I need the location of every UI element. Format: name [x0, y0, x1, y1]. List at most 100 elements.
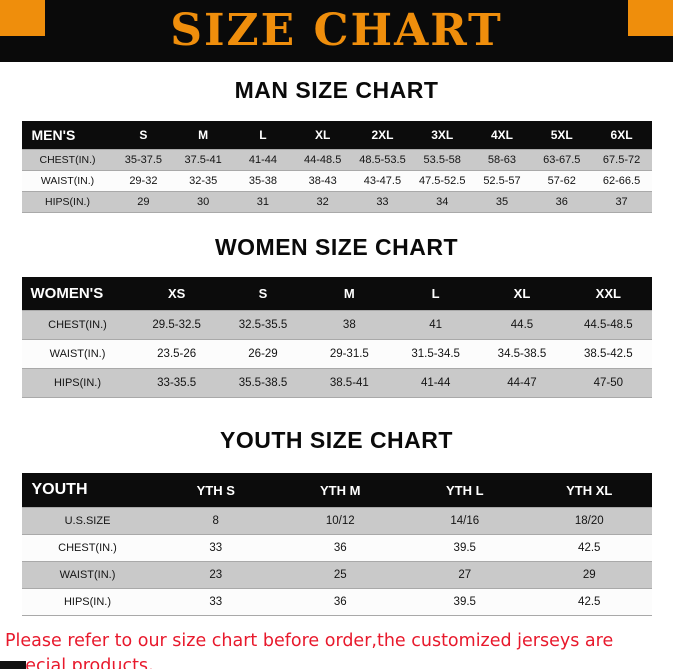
size-value: 14/16 [402, 507, 527, 535]
table-corner-header: MEN'S [21, 121, 114, 150]
size-column-header: 4XL [472, 121, 532, 150]
size-value: 44.5-48.5 [565, 310, 652, 340]
men-size-table: MEN'S S M L XL 2XL 3XL 4XL 5XL 6XL CHEST(IN.) 35-37… [21, 121, 652, 213]
table-row: HIPS(IN.) 29 30 31 32 33 34 35 36 37 [21, 191, 652, 213]
bottom-left-mark [0, 661, 26, 669]
measurement-row-label: WAIST(IN.) [21, 170, 114, 192]
table-corner-header: YOUTH [21, 473, 154, 508]
size-value: 39.5 [402, 588, 527, 616]
size-value: 38 [306, 310, 393, 340]
size-value: 26-29 [219, 339, 307, 369]
size-value: 33 [153, 588, 278, 616]
size-value: 44.5 [478, 310, 566, 340]
size-value: 33 [352, 191, 413, 213]
size-value: 33-35.5 [133, 368, 220, 398]
size-value: 41 [392, 310, 479, 340]
size-column-header: 6XL [591, 121, 652, 150]
size-value: 31.5-34.5 [392, 339, 479, 369]
size-value: 43-47.5 [352, 170, 413, 192]
size-value: 48.5-53.5 [352, 149, 413, 171]
size-column-header: YTH M [278, 473, 403, 508]
size-value: 34 [412, 191, 473, 213]
size-value: 35 [472, 191, 532, 213]
size-value: 18/20 [527, 507, 652, 535]
size-value: 57-62 [531, 170, 592, 192]
size-value: 38-43 [292, 170, 353, 192]
size-column-header: YTH S [153, 473, 278, 508]
size-value: 32-35 [173, 170, 234, 192]
size-value: 39.5 [402, 534, 527, 562]
table-row: HIPS(IN.) 33 36 39.5 42.5 [21, 588, 652, 616]
measurement-row-label: CHEST(IN.) [21, 310, 134, 340]
size-column-header: 3XL [412, 121, 473, 150]
size-value: 38.5-42.5 [565, 339, 652, 369]
size-value: 62-66.5 [591, 170, 652, 192]
size-column-header: M [306, 277, 393, 311]
table-row: CHEST(IN.) 35-37.5 37.5-41 41-44 44-48.5 48.5… [21, 149, 652, 171]
measurement-row-label: WAIST(IN.) [21, 561, 154, 589]
size-column-header: 2XL [352, 121, 413, 150]
size-value: 33 [153, 534, 278, 562]
title-banner: SIZE CHART [0, 0, 673, 62]
size-value: 32 [292, 191, 353, 213]
size-column-header: XS [133, 277, 220, 311]
size-value: 67.5-72 [591, 149, 652, 171]
size-value: 41-44 [392, 368, 479, 398]
size-value: 34.5-38.5 [478, 339, 566, 369]
measurement-row-label: HIPS(IN.) [21, 191, 114, 213]
size-value: 23 [153, 561, 278, 589]
size-value: 47-50 [565, 368, 652, 398]
size-value: 8 [153, 507, 278, 535]
size-value: 44-47 [478, 368, 566, 398]
size-value: 29 [113, 191, 174, 213]
measurement-row-label: CHEST(IN.) [21, 534, 154, 562]
section-title-women: WOMEN SIZE CHART [214, 234, 459, 260]
size-column-header: XXL [565, 277, 652, 311]
size-value: 29-32 [113, 170, 174, 192]
table-row: CHEST(IN.) 29.5-32.5 32.5-35.5 38 41 44.5 44.5… [21, 310, 652, 340]
table-row: HIPS(IN.) 33-35.5 35.5-38.5 38.5-41 41-44 44-… [21, 368, 652, 398]
size-column-header: M [173, 121, 234, 150]
size-value: 37.5-41 [173, 149, 234, 171]
size-value: 27 [402, 561, 527, 589]
table-row: CHEST(IN.) 33 36 39.5 42.5 [21, 534, 652, 562]
size-column-header: S [219, 277, 307, 311]
table-header-row: WOMEN'S XS S M L XL XXL [21, 277, 652, 311]
section-title-youth: YOUTH SIZE CHART [220, 427, 453, 453]
orange-corner-left [0, 0, 45, 36]
measurement-row-label: CHEST(IN.) [21, 149, 114, 171]
table-header-row: YOUTH YTH S YTH M YTH L YTH XL [21, 473, 652, 508]
size-value: 29 [527, 561, 652, 589]
measurement-row-label: U.S.SIZE [21, 507, 154, 535]
size-value: 10/12 [278, 507, 403, 535]
size-value: 35-38 [233, 170, 293, 192]
orange-corner-right [628, 0, 673, 36]
footer-note: Please refer to our size chart before or… [0, 629, 673, 669]
page-title: SIZE CHART [170, 5, 503, 56]
size-column-header: XL [292, 121, 353, 150]
measurement-row-label: WAIST(IN.) [21, 339, 134, 369]
size-column-header: XL [478, 277, 566, 311]
size-value: 42.5 [527, 588, 652, 616]
table-row: U.S.SIZE 8 10/12 14/16 18/20 [21, 507, 652, 535]
size-value: 38.5-41 [306, 368, 393, 398]
size-value: 35-37.5 [113, 149, 174, 171]
youth-size-table: YOUTH YTH S YTH M YTH L YTH XL U.S.SIZE 8 10/12… [21, 473, 652, 616]
size-value: 52.5-57 [472, 170, 532, 192]
size-value: 30 [173, 191, 234, 213]
size-value: 44-48.5 [292, 149, 353, 171]
size-column-header: S [113, 121, 174, 150]
size-column-header: 5XL [531, 121, 592, 150]
size-column-header: L [392, 277, 479, 311]
footer-note-line1: Please refer to our size chart before or… [5, 631, 614, 669]
size-value: 63-67.5 [531, 149, 592, 171]
size-value: 35.5-38.5 [219, 368, 307, 398]
size-value: 47.5-52.5 [412, 170, 473, 192]
section-title-man: MAN SIZE CHART [234, 77, 439, 103]
size-value: 32.5-35.5 [219, 310, 307, 340]
women-size-table: WOMEN'S XS S M L XL XXL CHEST(IN.) 29.5-32.5 32.5… [21, 277, 652, 398]
size-column-header: YTH L [402, 473, 527, 508]
measurement-row-label: HIPS(IN.) [21, 368, 134, 398]
size-value: 36 [278, 534, 403, 562]
